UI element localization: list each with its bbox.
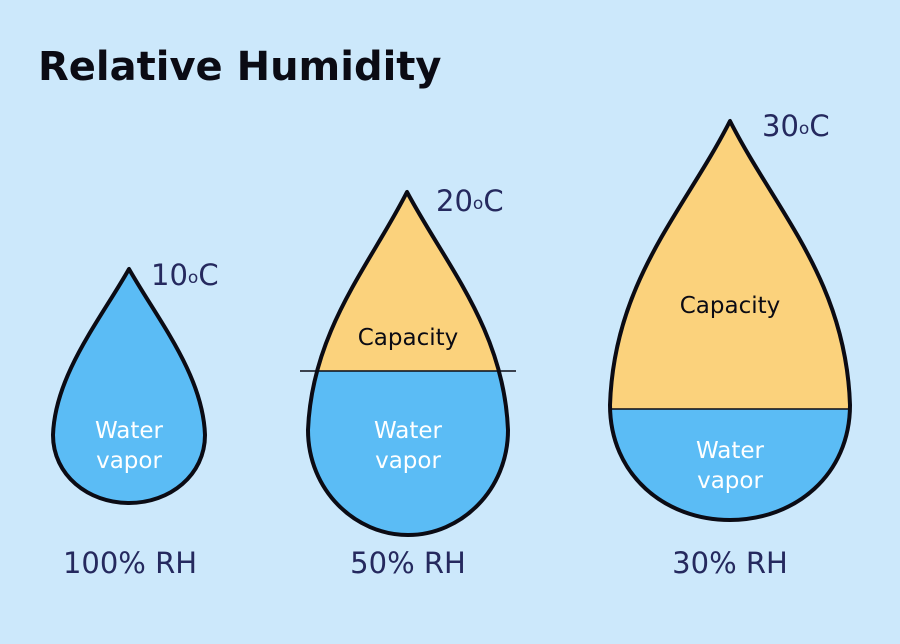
- drop-outline: [608, 119, 852, 522]
- drop-outline: [306, 190, 510, 537]
- rh-label: 100% RH: [63, 546, 197, 580]
- capacity-fill: [610, 121, 850, 409]
- rh-label: 30% RH: [672, 546, 788, 580]
- water-vapor-label-line1: Water: [696, 438, 765, 464]
- temperature-label: 30oC: [762, 109, 830, 143]
- water-vapor-fill: [53, 269, 205, 503]
- diagram-title: Relative Humidity: [38, 44, 441, 90]
- water-vapor-label-line1: Water: [95, 418, 164, 444]
- water-vapor-label-line2: vapor: [96, 448, 162, 474]
- drop-10c: Water vapor 10oC 100% RH: [51, 258, 219, 580]
- capacity-label: Capacity: [680, 293, 781, 319]
- drop-outline: [51, 267, 207, 505]
- water-vapor-label-line2: vapor: [697, 468, 763, 494]
- drop-20c: Capacity Water vapor 20oC 50% RH: [300, 184, 516, 580]
- temperature-label: 10oC: [151, 258, 219, 292]
- temperature-label: 20oC: [436, 184, 504, 218]
- water-vapor-label-line1: Water: [374, 418, 443, 444]
- water-vapor-label-line2: vapor: [375, 448, 441, 474]
- drop-30c: Capacity Water vapor 30oC 30% RH: [608, 109, 852, 580]
- capacity-label: Capacity: [358, 325, 459, 351]
- rh-label: 50% RH: [350, 546, 466, 580]
